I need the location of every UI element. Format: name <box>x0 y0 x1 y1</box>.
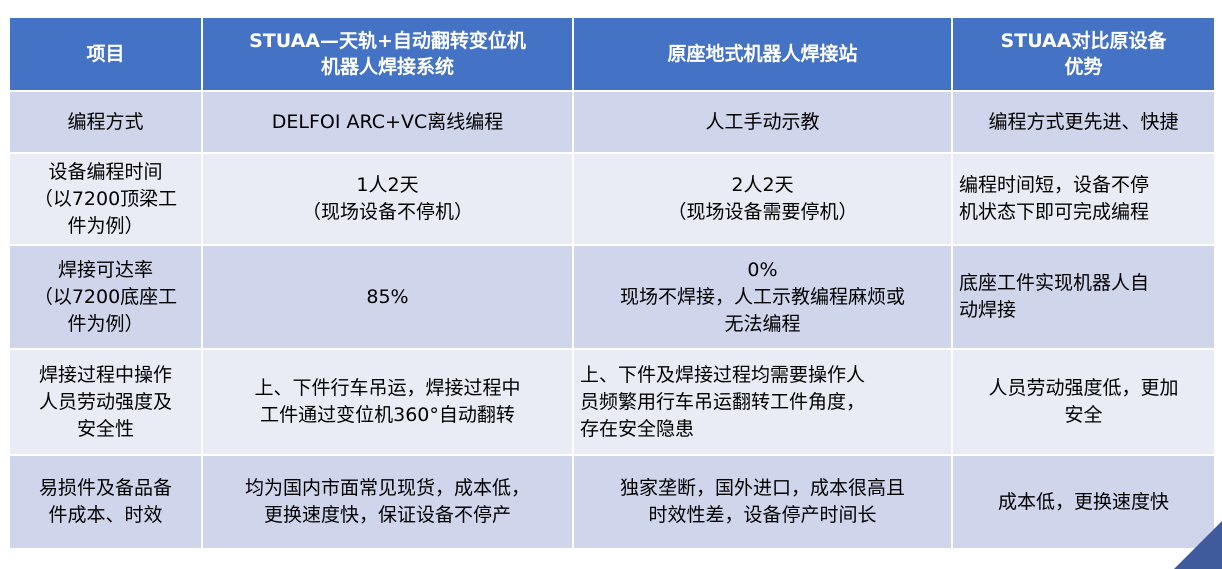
cell-advantage: 底座工件实现机器人自 动焊接 <box>951 244 1216 350</box>
cell-item: 焊接过程中操作 人员劳动强度及 安全性 <box>8 348 203 456</box>
comparison-table: 项目 STUAA—天轨+自动翻转变位机 机器人焊接系统 原座地式机器人焊接站 S… <box>8 16 1216 550</box>
header-original-station: 原座地式机器人焊接站 <box>572 16 953 92</box>
cell-original: 独家垄断，国外进口，成本很高且 时效性差，设备停产时间长 <box>572 454 953 550</box>
header-row: 项目 STUAA—天轨+自动翻转变位机 机器人焊接系统 原座地式机器人焊接站 S… <box>8 16 1216 92</box>
cell-item: 设备编程时间 （以7200顶梁工 件为例） <box>8 152 203 246</box>
table-row: 易损件及备品备 件成本、时效 均为国内市面常见现货，成本低， 更换速度快，保证设… <box>8 454 1216 550</box>
cell-stuaa: 85% <box>201 244 574 350</box>
cell-item: 易损件及备品备 件成本、时效 <box>8 454 203 550</box>
cell-stuaa: 1人2天 （现场设备不停机） <box>201 152 574 246</box>
cell-stuaa: DELFOI ARC+VC离线编程 <box>201 90 574 154</box>
cell-original: 上、下件及焊接过程均需要操作人 员频繁用行车吊运翻转工件角度， 存在安全隐患 <box>572 348 953 456</box>
cell-advantage: 编程时间短，设备不停 机状态下即可完成编程 <box>951 152 1216 246</box>
cell-stuaa: 均为国内市面常见现货，成本低， 更换速度快，保证设备不停产 <box>201 454 574 550</box>
cell-advantage: 编程方式更先进、快捷 <box>951 90 1216 154</box>
header-stuaa-system: STUAA—天轨+自动翻转变位机 机器人焊接系统 <box>201 16 574 92</box>
cell-advantage: 成本低，更换速度快 <box>951 454 1216 550</box>
cell-original: 人工手动示教 <box>572 90 953 154</box>
header-item: 项目 <box>8 16 203 92</box>
cell-original: 0% 现场不焊接，人工示教编程麻烦或 无法编程 <box>572 244 953 350</box>
corner-decoration <box>1174 521 1222 569</box>
table-row: 设备编程时间 （以7200顶梁工 件为例） 1人2天 （现场设备不停机） 2人2… <box>8 152 1216 246</box>
cell-item: 焊接可达率 （以7200底座工 件为例） <box>8 244 203 350</box>
cell-item: 编程方式 <box>8 90 203 154</box>
cell-original: 2人2天 （现场设备需要停机） <box>572 152 953 246</box>
header-advantage: STUAA对比原设备 优势 <box>951 16 1216 92</box>
table-row: 焊接过程中操作 人员劳动强度及 安全性 上、下件行车吊运，焊接过程中 工件通过变… <box>8 348 1216 456</box>
table-row: 编程方式 DELFOI ARC+VC离线编程 人工手动示教 编程方式更先进、快捷 <box>8 90 1216 154</box>
table-row: 焊接可达率 （以7200底座工 件为例） 85% 0% 现场不焊接，人工示教编程… <box>8 244 1216 350</box>
cell-stuaa: 上、下件行车吊运，焊接过程中 工件通过变位机360°自动翻转 <box>201 348 574 456</box>
cell-advantage: 人员劳动强度低，更加 安全 <box>951 348 1216 456</box>
